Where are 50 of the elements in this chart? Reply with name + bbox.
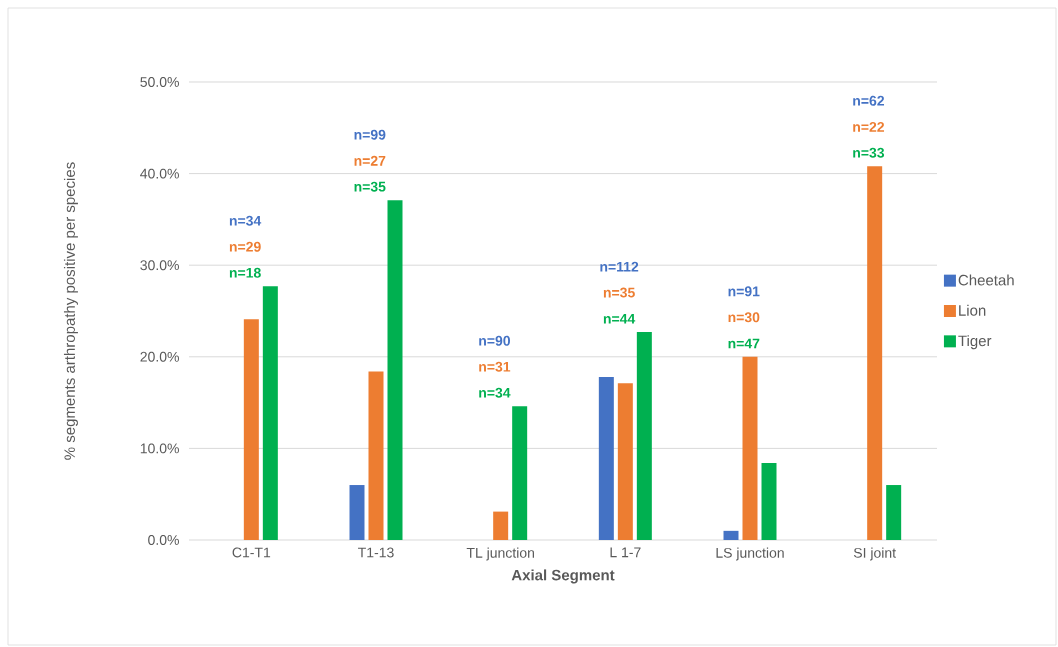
bar bbox=[617, 383, 633, 540]
y-tick-label: 0.0% bbox=[148, 535, 179, 545]
annotation: n=22 bbox=[853, 121, 885, 132]
annotation: n=30 bbox=[728, 312, 760, 323]
annotation: n=35 bbox=[354, 181, 386, 192]
bar bbox=[243, 319, 259, 540]
bar bbox=[886, 485, 902, 540]
bar bbox=[493, 511, 509, 540]
x-tick-label: SI joint bbox=[853, 547, 896, 561]
bar bbox=[742, 356, 758, 540]
legend-label: Tiger bbox=[958, 335, 992, 350]
annotation: n=99 bbox=[354, 129, 386, 140]
annotation: n=27 bbox=[354, 155, 386, 166]
annotation: n=47 bbox=[728, 338, 760, 349]
x-axis-title: Axial Segment bbox=[511, 569, 615, 584]
y-tick-label: 50.0% bbox=[140, 77, 179, 87]
bar bbox=[636, 332, 652, 540]
annotation: n=31 bbox=[479, 361, 511, 372]
x-tick-label: C1-T1 bbox=[232, 547, 271, 558]
annotation: n=91 bbox=[728, 286, 760, 297]
annotation: n=112 bbox=[600, 261, 639, 272]
bar bbox=[368, 371, 384, 540]
y-tick-label: 10.0% bbox=[140, 443, 179, 454]
bar bbox=[723, 530, 739, 540]
annotation: n=90 bbox=[479, 335, 511, 346]
x-tick-label: LS junction bbox=[716, 547, 784, 561]
annotation: n=34 bbox=[229, 215, 262, 226]
x-tick-label: TL junction bbox=[466, 547, 534, 561]
bar bbox=[598, 376, 614, 540]
x-tick-label: T1-13 bbox=[358, 547, 394, 558]
y-tick-label: 30.0% bbox=[140, 260, 179, 271]
annotation: n=34 bbox=[479, 387, 511, 398]
bar bbox=[262, 286, 278, 540]
bar bbox=[349, 485, 365, 540]
annotation: n=33 bbox=[853, 147, 885, 158]
legend-label: Cheetah bbox=[958, 274, 1014, 286]
legend-label: Lion bbox=[959, 304, 986, 316]
y-tick-label: 20.0% bbox=[140, 351, 179, 362]
annotation: n=35 bbox=[603, 287, 635, 298]
bar bbox=[512, 406, 528, 540]
x-tick-label: L 1-7 bbox=[610, 547, 641, 558]
annotation: n=44 bbox=[603, 313, 636, 324]
y-tick-label: 40.0% bbox=[140, 168, 179, 179]
bar bbox=[387, 200, 403, 540]
bar bbox=[867, 166, 883, 540]
annotation: n=18 bbox=[229, 267, 261, 278]
y-axis-title: % segments arthropathy positive per species bbox=[63, 162, 78, 460]
annotation: n=62 bbox=[853, 95, 885, 106]
annotation: n=29 bbox=[229, 241, 261, 252]
bar bbox=[761, 463, 777, 540]
